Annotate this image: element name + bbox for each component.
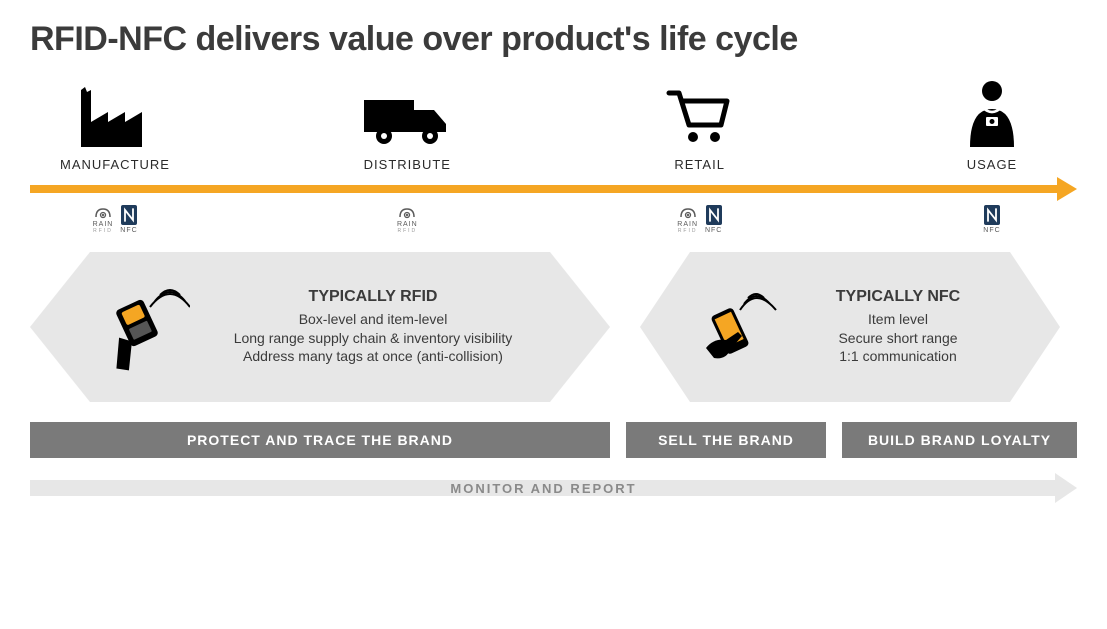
stage-label: RETAIL — [674, 157, 725, 172]
brand-box-sell: SELL THE BRAND — [626, 422, 826, 458]
rfid-line: Address many tags at once (anti-collisio… — [206, 347, 540, 366]
tech-cell-retail: RAIN RFID NFC — [625, 204, 775, 234]
brand-row: PROTECT AND TRACE THE BRAND SELL THE BRA… — [30, 422, 1077, 458]
tech-cell-usage: NFC — [917, 204, 1067, 234]
nfc-block-title: TYPICALLY NFC — [796, 288, 1000, 306]
nfc-line: 1:1 communication — [796, 347, 1000, 366]
stage-distribute: DISTRIBUTE — [332, 77, 482, 172]
stage-label: MANUFACTURE — [60, 157, 170, 172]
stage-label: DISTRIBUTE — [364, 157, 451, 172]
stage-manufacture: MANUFACTURE — [40, 77, 190, 172]
technology-blocks: TYPICALLY RFID Box-level and item-level … — [30, 252, 1077, 402]
nfc-line: Secure short range — [796, 329, 1000, 348]
monitor-arrow: MONITOR AND REPORT — [30, 474, 1077, 502]
nfc-block: TYPICALLY NFC Item level Secure short ra… — [640, 252, 1060, 402]
timeline-arrow — [30, 182, 1077, 196]
cart-icon — [665, 77, 735, 147]
monitor-label: MONITOR AND REPORT — [30, 480, 1057, 496]
rfid-block-title: TYPICALLY RFID — [206, 288, 540, 306]
nfc-logo: NFC — [705, 204, 723, 234]
rain-rfid-logo: RAIN RFID — [92, 204, 114, 234]
brand-box-protect: PROTECT AND TRACE THE BRAND — [30, 422, 610, 458]
tech-cell-distribute: RAIN RFID — [332, 204, 482, 234]
lifecycle-stages: MANUFACTURE DISTRIBUTE RETAIL — [30, 77, 1077, 172]
rfid-scanner-icon — [100, 275, 190, 380]
brand-box-loyalty: BUILD BRAND LOYALTY — [842, 422, 1077, 458]
stage-usage: USAGE — [917, 77, 1067, 172]
truck-icon — [362, 77, 452, 147]
stage-retail: RETAIL — [625, 77, 775, 172]
person-icon — [962, 77, 1022, 147]
tech-cell-manufacture: RAIN RFID NFC — [40, 204, 190, 234]
nfc-phone-icon — [700, 280, 780, 375]
nfc-line: Item level — [796, 310, 1000, 329]
rfid-block: TYPICALLY RFID Box-level and item-level … — [30, 252, 610, 402]
tech-logos-row: RAIN RFID NFC RAIN RFID RAIN RFID NFC NF… — [30, 196, 1077, 234]
nfc-logo: NFC — [983, 204, 1001, 234]
nfc-logo: NFC — [120, 204, 138, 234]
stage-label: USAGE — [967, 157, 1018, 172]
rain-rfid-logo: RAIN RFID — [677, 204, 699, 234]
page-title: RFID-NFC delivers value over product's l… — [30, 20, 1077, 59]
factory-icon — [75, 77, 155, 147]
rain-rfid-logo: RAIN RFID — [396, 204, 418, 234]
rfid-line: Box-level and item-level — [206, 310, 540, 329]
rfid-line: Long range supply chain & inventory visi… — [206, 329, 540, 348]
